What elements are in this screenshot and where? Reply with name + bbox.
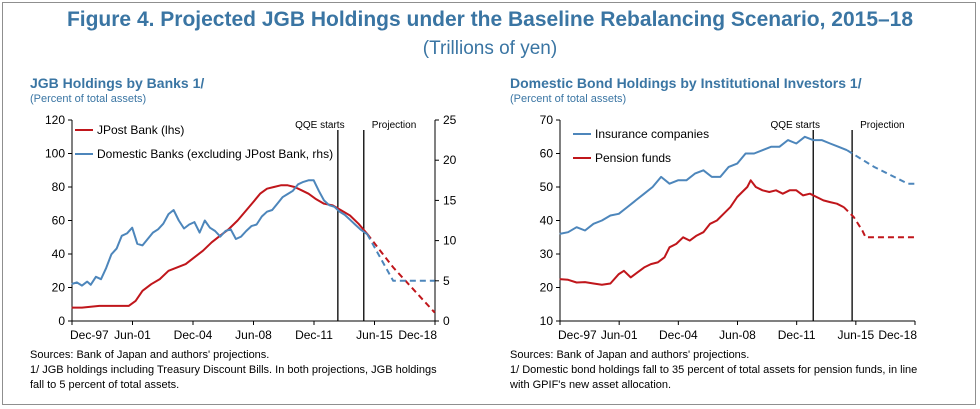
series-projection-line bbox=[366, 233, 436, 314]
legend-label: JPost Bank (lhs) bbox=[97, 123, 184, 137]
y-tick-label: 70 bbox=[540, 113, 554, 127]
left-note-line1: 1/ JGB holdings including Treasury Disco… bbox=[30, 364, 437, 376]
x-tick-label: Dec-04 bbox=[659, 328, 698, 342]
x-tick-label: Jun-08 bbox=[235, 328, 272, 342]
left-panel-subtitle: (Percent of total assets) bbox=[30, 93, 147, 105]
y-tick-label: 0 bbox=[58, 314, 65, 328]
series-line bbox=[71, 179, 368, 287]
y-tick-label: 100 bbox=[45, 147, 65, 161]
legend-label: Insurance companies bbox=[595, 127, 709, 141]
y-right-tick-label: 0 bbox=[443, 314, 450, 328]
y-tick-label: 20 bbox=[540, 281, 554, 295]
x-tick-label: Dec-04 bbox=[174, 328, 213, 342]
legend-label: Domestic Banks (excluding JPost Bank, rh… bbox=[97, 147, 333, 161]
x-tick-label: Dec-97 bbox=[70, 328, 109, 342]
annotation-label: QQE starts bbox=[771, 120, 820, 131]
legend-label: Pension funds bbox=[595, 151, 671, 165]
y-right-tick-label: 15 bbox=[443, 193, 457, 207]
left-note-line2: fall to 5 percent of total assets. bbox=[30, 379, 180, 391]
x-tick-label: Dec-11 bbox=[295, 328, 333, 342]
x-tick-label: Jun-08 bbox=[719, 328, 756, 342]
y-right-tick-label: 25 bbox=[443, 113, 457, 127]
x-tick-label: Dec-97 bbox=[558, 328, 597, 342]
y-right-tick-label: 20 bbox=[443, 153, 457, 167]
x-tick-label: Dec-11 bbox=[778, 328, 816, 342]
figure-subtitle: (Trillions of yen) bbox=[422, 38, 558, 59]
series-line bbox=[71, 184, 368, 309]
right-chart: 10 20 30 40 50 60 70 Dec-97 Jun-01 Dec-04 Jun-08 De… bbox=[540, 113, 918, 342]
x-tick-label: Jun-15 bbox=[356, 328, 393, 342]
x-tick-label: Dec-18 bbox=[398, 328, 437, 342]
y-tick-label: 30 bbox=[540, 247, 554, 261]
right-note-line1: 1/ Domestic bond holdings fall to 35 per… bbox=[510, 364, 918, 376]
right-panel-title: Domestic Bond Holdings by Institutional … bbox=[510, 75, 862, 91]
left-panel-title: JGB Holdings by Banks 1/ bbox=[30, 75, 205, 91]
series-projection-line bbox=[366, 233, 435, 282]
figure-frame bbox=[2, 2, 976, 405]
x-tick-label: Jun-01 bbox=[114, 328, 151, 342]
y-right-tick-label: 5 bbox=[443, 274, 450, 288]
y-tick-label: 40 bbox=[52, 247, 66, 261]
right-sources: Sources: Bank of Japan and authors' proj… bbox=[510, 349, 750, 361]
x-tick-label: Jun-01 bbox=[601, 328, 638, 342]
y-tick-label: 60 bbox=[540, 147, 554, 161]
left-sources: Sources: Bank of Japan and authors' proj… bbox=[30, 349, 270, 361]
y-tick-label: 40 bbox=[540, 214, 554, 228]
y-tick-label: 50 bbox=[540, 180, 554, 194]
y-tick-label: 80 bbox=[52, 180, 66, 194]
x-tick-label: Dec-18 bbox=[878, 328, 917, 342]
y-tick-label: 10 bbox=[540, 314, 554, 328]
y-tick-label: 60 bbox=[52, 214, 66, 228]
y-tick-label: 120 bbox=[45, 113, 65, 127]
series-projection-line bbox=[842, 206, 915, 239]
x-tick-label: Jun-15 bbox=[837, 328, 874, 342]
series-line bbox=[559, 135, 848, 235]
annotation-label: Projection bbox=[860, 120, 904, 131]
right-note-line2: with GPIF's new asset allocation. bbox=[510, 379, 672, 391]
right-panel-subtitle: (Percent of total assets) bbox=[510, 93, 627, 105]
left-chart: 0 20 40 60 80 100 120 0 5 10 15 20 25 Dec-97 Jun-01 Dec… bbox=[45, 113, 457, 342]
annotation-label: Projection bbox=[372, 120, 416, 131]
y-right-tick-label: 10 bbox=[443, 234, 457, 248]
series-projection-line bbox=[846, 149, 915, 185]
figure-title: Figure 4. Projected JGB Holdings under t… bbox=[66, 8, 914, 31]
y-tick-label: 20 bbox=[52, 281, 66, 295]
annotation-label: QQE starts bbox=[295, 120, 344, 131]
series-line bbox=[559, 179, 845, 286]
